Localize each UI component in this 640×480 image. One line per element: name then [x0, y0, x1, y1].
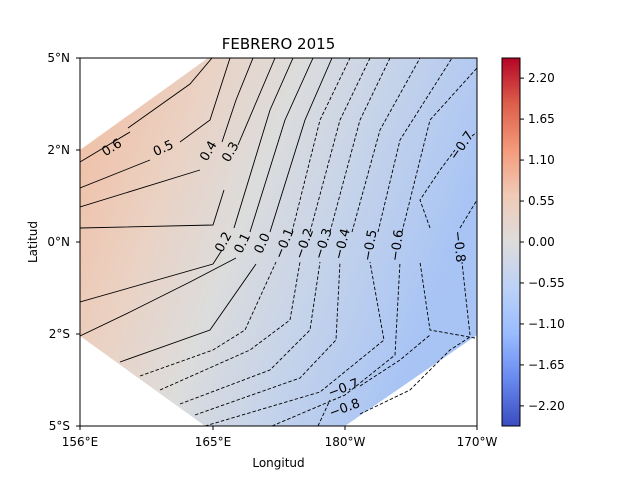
colorbar-tick-label: 0.55: [528, 194, 555, 208]
x-tick-label: 156°E: [62, 435, 99, 449]
contour-line-0.6: [80, 131, 131, 163]
contour-line-0.0: [119, 263, 257, 363]
colorbar-ticks: 2.20 1.65 1.10 0.55 0.00 −0.55 −1.10 −1.65 −2.20: [520, 71, 565, 413]
contour-line-m0.7c: [471, 131, 477, 137]
y-axis-label: Latitud: [26, 221, 40, 263]
contour-line-m0.6: [271, 261, 401, 426]
contour-line-m0.6b: [401, 67, 477, 233]
contour-line-m0.8c: [359, 336, 471, 415]
colorbar: [501, 57, 521, 427]
contour-line-0.4: [80, 169, 201, 208]
colorbar-tick-label: 1.10: [528, 153, 555, 167]
contour-line-0.1: [80, 257, 237, 337]
contour-line-m0.7d: [317, 399, 331, 426]
contour-line-0.0b: [269, 58, 333, 233]
contour-field: [80, 58, 477, 426]
contour-line-0.4b: [221, 58, 254, 143]
y-tick-label: 2°S: [49, 327, 70, 341]
contour-line-m0.7e: [359, 334, 431, 387]
contour-line-0.3: [80, 189, 225, 229]
colorbar-tick-label: −0.55: [528, 276, 565, 290]
contour-line-0.5b: [179, 58, 231, 143]
colorbar-tick-label: −1.65: [528, 358, 565, 372]
contour-line-m0.1: [139, 261, 277, 377]
contour-line-m0.5: [204, 261, 385, 426]
contour-line-m0.7: [419, 261, 476, 339]
x-axis-label: Longitud: [252, 456, 304, 470]
contour-label: −0.4: [332, 227, 354, 261]
contour-line-m0.2b: [309, 58, 371, 233]
contour-line-m0.5b: [377, 58, 453, 233]
colorbar-tick-label: 1.65: [528, 112, 555, 126]
contour-line-m0.3: [179, 261, 321, 405]
contour-label: −0.6: [388, 229, 407, 262]
axis-ticks: [76, 57, 478, 430]
colorbar-tick-label: −2.20: [528, 399, 565, 413]
colorbar-tick-label: −1.10: [528, 317, 565, 331]
contour-line-m0.4: [194, 261, 341, 416]
contour-line-0.2: [80, 249, 223, 303]
contour-line-m0.1b: [291, 58, 351, 233]
x-tick-label: 165°E: [195, 435, 232, 449]
contour-line-0.5: [80, 159, 151, 189]
y-tick-label: 5°S: [49, 419, 70, 433]
contour-line-m0.7b: [419, 149, 456, 229]
colorbar-tick-label: 2.20: [528, 71, 555, 85]
contour-line-0.1b: [249, 58, 314, 233]
x-tick-label: 170°W: [457, 435, 498, 449]
x-tick-label: 180°W: [325, 435, 366, 449]
contour-line-m0.4b: [351, 58, 421, 233]
contour-label: −0.8: [449, 230, 467, 263]
y-tick-label: 0°N: [47, 235, 70, 249]
chart-title: FEBRERO 2015: [222, 35, 335, 53]
contour-line-0.6b: [127, 58, 213, 129]
y-tick-label: 5°N: [47, 51, 70, 65]
contour-line-m0.3b: [329, 58, 391, 233]
contour-line-0.3b: [237, 58, 276, 146]
y-tick-label: 2°N: [47, 143, 70, 157]
colorbar-tick-label: 0.00: [528, 235, 555, 249]
contour-line-m0.8: [461, 261, 471, 336]
contour-label: −0.5: [360, 229, 380, 263]
contour-lines: [80, 58, 477, 426]
contour-line-0.2b: [233, 58, 294, 229]
contour-line-m0.2: [159, 261, 301, 391]
